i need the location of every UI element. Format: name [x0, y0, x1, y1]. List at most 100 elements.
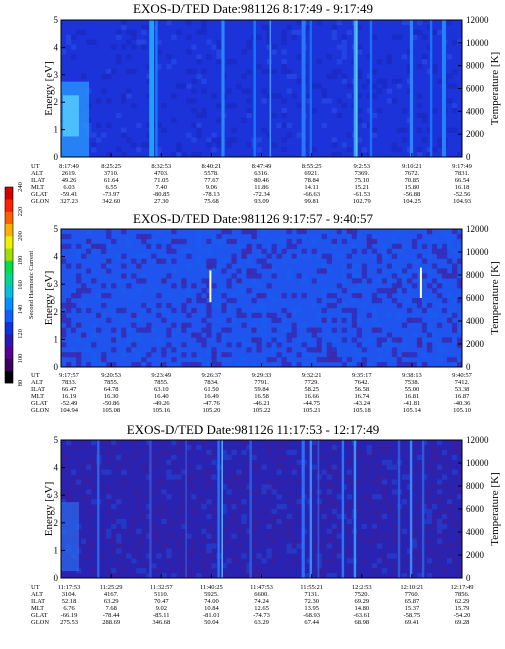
heatmap-cell: [376, 337, 383, 343]
heatmap-cell: [246, 39, 252, 45]
heatmap-cell: [421, 243, 428, 250]
heatmap-cell: [406, 509, 413, 515]
heatmap-cell: [236, 243, 242, 250]
heatmap-cell: [381, 474, 388, 480]
y2-tick-label: 2000: [466, 550, 485, 560]
heatmap-cell: [161, 479, 167, 485]
heatmap-cell: [71, 352, 77, 358]
heatmap-cell: [391, 553, 398, 559]
heatmap-cell: [126, 238, 132, 245]
table-cell: 93.09: [254, 198, 269, 205]
heatmap-cell: [321, 298, 327, 304]
heatmap-cell: [116, 29, 122, 35]
heatmap-cell: [376, 518, 383, 525]
table-cell: -81.01: [203, 612, 220, 619]
colorbar-swatch: [5, 297, 13, 310]
heatmap-cell: [121, 553, 127, 559]
heatmap-cell: [281, 518, 287, 525]
heatmap-cell: [386, 248, 393, 254]
table-cell: 11:55:21: [300, 584, 323, 591]
heatmap-cell: [331, 464, 337, 470]
heatmap-cell: [141, 273, 147, 279]
heatmap-cell: [401, 528, 408, 534]
heatmap-cell: [311, 147, 317, 153]
heatmap-cell: [81, 332, 87, 338]
heatmap-cell: [136, 253, 142, 259]
heatmap-cell: [316, 347, 322, 353]
heatmap-cell: [271, 243, 277, 250]
table-cell: 16.66: [304, 393, 319, 400]
heatmap-cell: [431, 288, 438, 294]
heatmap-cell: [311, 108, 317, 114]
heatmap-cell: [71, 499, 77, 505]
heatmap-cell: [381, 489, 388, 495]
heatmap-cell: [186, 132, 192, 138]
heatmap-cell: [421, 258, 428, 264]
heatmap-cell: [196, 54, 202, 60]
heatmap-cell: [386, 263, 393, 269]
heatmap-cell: [186, 298, 192, 304]
heatmap-cell: [431, 248, 438, 254]
heatmap-cell: [191, 538, 197, 544]
table-cell: 3104.: [62, 591, 77, 598]
table-cell: 68.98: [354, 619, 369, 626]
heatmap-cell: [286, 312, 292, 319]
heatmap-cell: [196, 357, 202, 363]
heatmap-cell: [176, 543, 182, 549]
heatmap-cell: [316, 509, 322, 515]
heatmap-cell: [261, 302, 267, 309]
heatmap-cell: [206, 332, 212, 338]
heatmap-cell: [346, 253, 353, 259]
heatmap-cell: [271, 142, 277, 148]
heatmap-cell: [146, 362, 152, 368]
heatmap-cell: [196, 258, 202, 264]
heatmap-cell: [421, 337, 428, 343]
table-cell: 6.55: [105, 184, 116, 191]
heatmap-cell: [326, 533, 332, 539]
heatmap-cell: [391, 288, 398, 294]
heatmap-cell: [206, 278, 212, 284]
table-cell: 5110.: [154, 591, 169, 598]
heatmap-cell: [251, 273, 257, 279]
heatmap-cell: [451, 543, 458, 549]
heatmap-cell: [86, 307, 92, 314]
heatmap-cell: [146, 24, 152, 31]
heatmap-cell: [86, 342, 92, 348]
heatmap-cell: [391, 479, 398, 485]
heatmap-cell: [286, 132, 292, 138]
heatmap-cell: [61, 454, 67, 461]
heatmap-cell: [431, 504, 438, 510]
heatmap-cell: [386, 553, 393, 559]
heatmap-cell: [166, 494, 172, 500]
heatmap-cell: [316, 342, 322, 348]
heatmap-cell: [291, 543, 297, 549]
heatmap-cell: [441, 543, 448, 549]
heatmap-cell: [396, 302, 403, 309]
table-cell: 104.93: [453, 198, 471, 205]
heatmap-cell: [456, 342, 463, 348]
heatmap-cell: [171, 459, 177, 465]
heatmap-cell: [81, 288, 87, 294]
heatmap-cell: [206, 528, 212, 534]
heatmap-cell: [66, 499, 72, 505]
heatmap-cell: [346, 229, 353, 235]
heatmap-cell: [166, 64, 172, 70]
heatmap-cell: [196, 337, 202, 343]
heatmap-cell: [281, 317, 287, 323]
table-cell: 104.25: [403, 198, 421, 205]
table-row-label: ILAT: [31, 386, 45, 393]
heatmap-cell: [76, 263, 82, 269]
heatmap-cell: [411, 243, 418, 250]
heatmap-cell: [281, 39, 287, 45]
heatmap-cell: [371, 327, 378, 333]
table-cell: 16.30: [104, 393, 119, 400]
heatmap-cell: [446, 233, 453, 240]
heatmap-cell: [326, 54, 332, 60]
heatmap-cell: [396, 83, 403, 89]
heatmap-cell: [391, 238, 398, 245]
heatmap-cell: [351, 273, 358, 279]
heatmap-cell: [416, 29, 423, 35]
table-cell: 74.00: [204, 598, 219, 605]
heatmap-cell: [371, 93, 378, 99]
